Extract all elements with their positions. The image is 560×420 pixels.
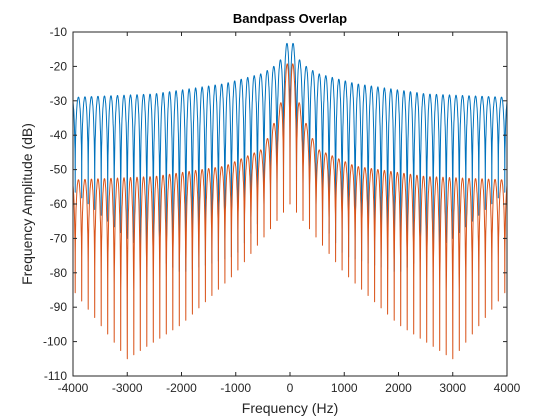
y-tick-label: -40: [50, 128, 68, 142]
x-tick-label: -1000: [220, 381, 251, 395]
y-tick-label: -10: [50, 25, 68, 39]
chart-title: Bandpass Overlap: [233, 11, 347, 26]
y-tick-label: -110: [44, 369, 67, 383]
x-tick-label: 0: [287, 381, 294, 395]
x-tick-label: -2000: [166, 381, 197, 395]
x-tick-label: 2000: [385, 381, 412, 395]
y-axis-label: Frequency Amplitude (dB): [19, 123, 35, 285]
y-tick-label: -100: [43, 335, 67, 349]
y-tick-label: -90: [50, 300, 68, 314]
y-tick-label: -20: [50, 59, 68, 73]
y-tick-label: -30: [50, 94, 68, 108]
plot-area: [72, 42, 508, 360]
x-tick-label: 4000: [494, 381, 521, 395]
series-line-2: [72, 63, 508, 360]
x-axis: -4000 -3000 -2000 -1000 0 1000 2000 3000 4000: [58, 32, 521, 395]
y-tick-label: -50: [50, 163, 68, 177]
y-tick-label: -70: [50, 231, 68, 245]
x-tick-label: -3000: [112, 381, 143, 395]
y-tick-label: -80: [50, 266, 68, 280]
x-axis-label: Frequency (Hz): [242, 400, 338, 416]
y-axis: -110 -100 -90 -80 -70 -60 -50 -40 -30 -20 -10: [43, 25, 507, 383]
x-tick-label: -4000: [58, 381, 89, 395]
x-tick-label: 3000: [439, 381, 466, 395]
y-tick-label: -60: [50, 197, 68, 211]
x-tick-label: 1000: [331, 381, 358, 395]
